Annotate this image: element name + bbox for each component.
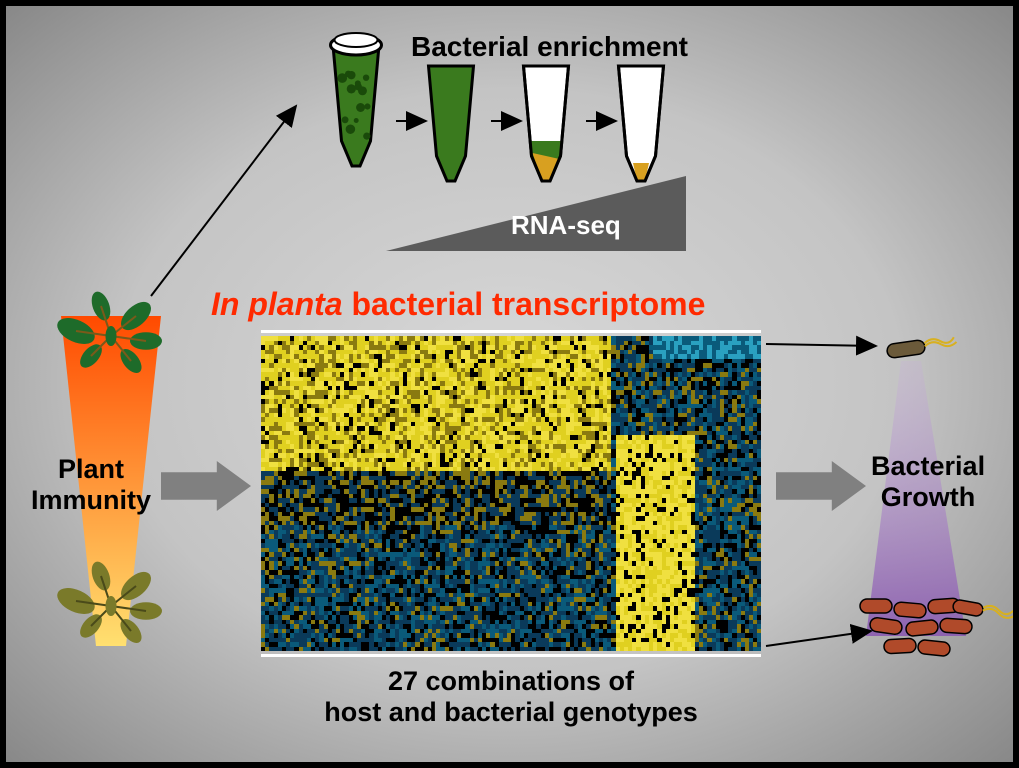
bacterium-single [886,335,957,359]
plant-top [53,289,162,377]
plant-l1: Plant [58,454,124,484]
bacteria-cluster [860,598,1013,657]
bact-l1: Bacterial [871,451,985,481]
cap-l1: 27 combinations of [388,666,634,696]
label-caption: 27 combinations of host and bacterial ge… [256,666,766,728]
heatmap-bottom-line [261,654,761,657]
title-rest: bacterial transcriptome [343,286,706,322]
title-in-planta: In planta bacterial transcriptome [211,286,705,323]
figure-canvas: Bacterial enrichment RNA-seq In planta b… [0,0,1019,768]
label-bacterial-enrichment: Bacterial enrichment [411,31,688,63]
label-plant-immunity: Plant Immunity [31,454,151,516]
heatmap-top-line [261,330,761,333]
bact-l2: Growth [881,482,976,512]
label-bacterial-growth: Bacterial Growth [871,451,985,513]
label-rnaseq: RNA-seq [511,211,621,241]
plant-l2: Immunity [31,485,151,515]
cap-l2: host and bacterial genotypes [324,697,698,727]
title-italic: In planta [211,286,343,322]
heatmap [261,336,761,651]
plant-bottom [53,559,162,647]
